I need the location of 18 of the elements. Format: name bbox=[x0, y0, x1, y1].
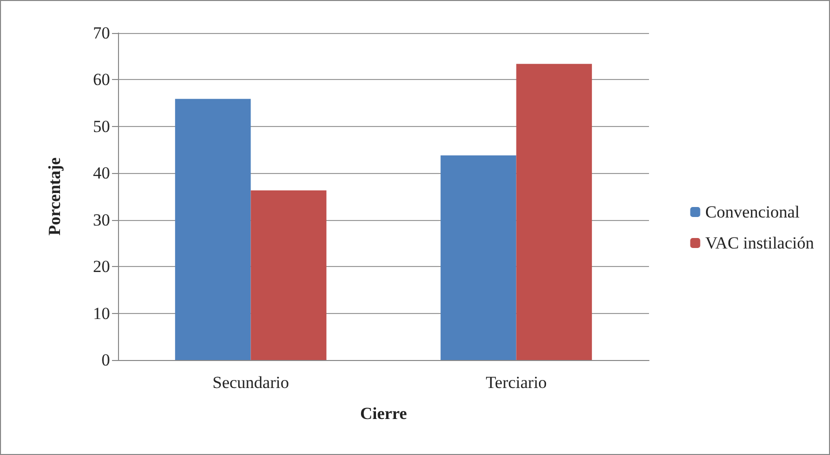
x-axis-title: Cierre bbox=[360, 404, 408, 423]
x-tick-label: Terciario bbox=[486, 373, 547, 392]
bar bbox=[516, 64, 592, 360]
legend-label: Convencional bbox=[705, 202, 800, 222]
y-tick-label: 40 bbox=[93, 164, 110, 183]
y-tick-label: 20 bbox=[93, 257, 110, 276]
y-tick-label: 10 bbox=[93, 304, 110, 323]
y-axis-title: Porcentaje bbox=[45, 157, 64, 236]
bar bbox=[250, 190, 326, 360]
y-tick-label: 60 bbox=[93, 70, 110, 90]
bar bbox=[175, 98, 251, 360]
x-tick-label: Secundario bbox=[212, 373, 289, 392]
bar bbox=[440, 155, 516, 360]
y-tick-label: 50 bbox=[93, 116, 110, 136]
y-tick-label: 70 bbox=[93, 24, 110, 42]
legend-label: VAC instilación bbox=[705, 234, 814, 252]
y-tick-label: 0 bbox=[102, 350, 110, 370]
y-tick-label: 30 bbox=[93, 210, 110, 230]
